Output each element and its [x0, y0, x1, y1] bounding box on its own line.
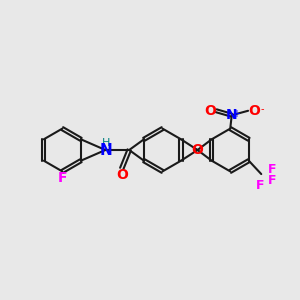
Text: F: F: [267, 163, 276, 176]
Text: O: O: [249, 104, 261, 118]
Text: +: +: [232, 109, 240, 119]
Text: -: -: [261, 104, 264, 114]
Text: F: F: [58, 171, 67, 185]
Text: O: O: [192, 143, 203, 157]
Text: O: O: [116, 168, 128, 182]
Text: F: F: [256, 179, 264, 192]
Text: F: F: [267, 174, 276, 187]
Text: N: N: [226, 108, 238, 122]
Text: N: N: [99, 142, 112, 158]
Text: O: O: [204, 104, 216, 118]
Text: H: H: [102, 139, 110, 148]
